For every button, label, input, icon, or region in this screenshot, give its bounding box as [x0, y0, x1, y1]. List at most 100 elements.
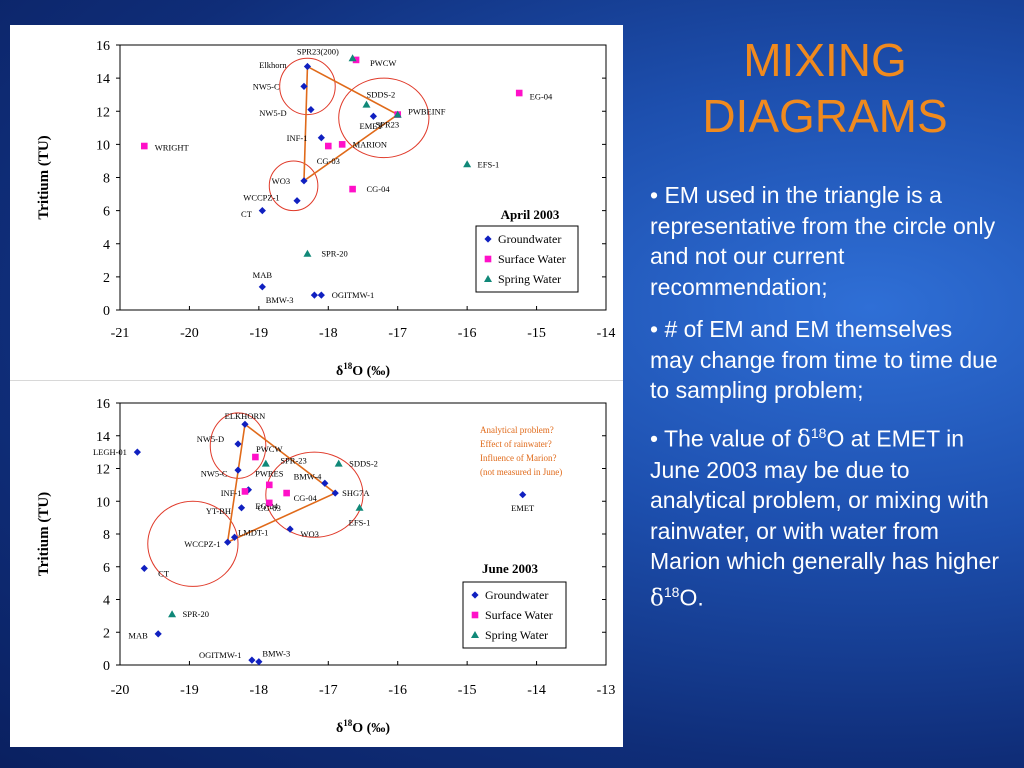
chart-1-point-label: PWCW	[370, 58, 396, 68]
chart-1-legend-marker-1	[484, 235, 492, 243]
chart-2-point-pwcw	[252, 453, 259, 461]
chart-2-point-label: LMDT-1	[238, 527, 268, 537]
chart-2-point-sdds-2	[334, 459, 343, 467]
chart-1-point-pwcw	[352, 56, 360, 64]
chart-1-point-cg-03	[324, 142, 332, 150]
chart-2-legend-label: Surface Water	[485, 608, 553, 622]
chart-2-y-tick-label: 2	[103, 626, 110, 641]
chart-2-y-tick-label: 12	[96, 463, 110, 478]
bullet-list: • EM used in the triangle is a represent…	[650, 180, 1000, 626]
chart-2-point-nw5-c	[234, 466, 242, 474]
chart-2-legend-marker-3	[471, 631, 479, 638]
chart-2-point-cg-03	[265, 499, 273, 507]
chart-2-x-tick-label: -13	[597, 683, 616, 698]
chart-2-x-tick-label: -16	[388, 683, 407, 698]
chart-2-point-bmw-3	[255, 658, 263, 666]
isotope-superscript: 18	[810, 424, 827, 441]
chart-2-y-tick-label: 10	[96, 495, 110, 510]
chart-2-point-label: YT-BH	[206, 506, 231, 516]
chart-2-point-bmw-4	[321, 479, 329, 487]
chart-2-annotation-line: (not measured in June)	[480, 467, 562, 477]
chart-2-point-label: ELKHORN	[225, 411, 266, 421]
chart-1-legend-marker-3	[484, 275, 492, 282]
chart-1-y-tick-label: 4	[103, 238, 110, 253]
chart-1-point-label: MARION	[353, 139, 387, 149]
chart-2-point-label: SHG7A	[342, 488, 370, 498]
chart-2-point-label: SPR-20	[182, 609, 208, 619]
bullet-3-mid: O at EMET in June 2003 may be due to ana…	[650, 425, 1000, 575]
chart-2-y-tick-label: 4	[103, 594, 110, 609]
chart-2-point-label: OGITMW-1	[199, 650, 242, 660]
chart-1-point-inf-1	[317, 134, 325, 142]
chart-2-legend-label: Spring Water	[485, 628, 548, 642]
chart-2-point-label: EMET	[511, 503, 535, 513]
chart-1-point-wright	[141, 142, 148, 150]
chart-2-point-label: CG-03	[258, 503, 281, 513]
chart-2-point-legh-01	[133, 448, 141, 456]
chart-2-endmember-circle-1	[209, 412, 267, 479]
chart-2-point-label: CT	[158, 568, 170, 578]
chart-2-x-tick-label: -19	[180, 683, 199, 698]
chart-1-x-axis-sup: 18	[343, 361, 353, 371]
chart-2-point-pwres	[265, 481, 273, 489]
chart-1-point-label: WRIGHT	[155, 143, 190, 153]
chart-2-y-tick-label: 8	[103, 528, 110, 543]
chart-2-point-label: WO3	[301, 529, 319, 539]
chart-1-point-label: MAB	[253, 270, 273, 280]
chart-1-endmember-circle-2	[338, 77, 430, 159]
chart-2-y-tick-label: 6	[103, 561, 110, 576]
chart-2-point-label: NW5-C	[201, 468, 228, 478]
chart-1-point-mab	[258, 283, 266, 291]
chart-1-point-label: CG-03	[317, 156, 340, 166]
chart-1-point-label: PWBEINF	[408, 106, 446, 116]
delta-symbol: δ	[797, 426, 811, 453]
isotope-superscript-2: 18	[663, 583, 680, 600]
chart-1-point-nw5-c	[300, 82, 308, 91]
chart-2-y-axis-label: Tritium (TU)	[36, 492, 52, 576]
chart-2-annotation-line: Analytical problem?	[480, 425, 554, 435]
chart-1-legend-marker-2	[484, 255, 492, 263]
chart-1-legend-label: Surface Water	[498, 252, 566, 266]
chart-1-point-label: INF-1	[287, 133, 308, 143]
chart-2-x-axis-delta: δ	[336, 721, 343, 736]
chart-2-point-label: INF-1	[221, 488, 242, 498]
chart-2-x-tick-label: -18	[250, 683, 269, 698]
chart-1-point-wccpz-1	[293, 197, 301, 205]
chart-1-title: April 2003	[501, 207, 560, 222]
chart-2-x-axis-rest: O (‰)	[352, 721, 390, 736]
chart-1-point-label: SDDS-2	[366, 90, 395, 100]
chart-1-point-marion	[338, 141, 346, 148]
chart-1-point-bmw-3	[310, 291, 318, 299]
bullet-3: • The value of δ18O at EMET in June 2003…	[650, 418, 1000, 614]
chart-1-point-label: NW5-D	[259, 108, 286, 118]
chart-2-point-eg-04	[241, 488, 249, 495]
chart-2-point-label: LEGH-01	[93, 447, 127, 457]
chart-1-point-label: EFS-1	[478, 159, 500, 169]
chart-2-point-mab	[154, 630, 162, 638]
chart-1-y-tick-label: 8	[103, 172, 110, 187]
chart-2-point-yt-bh	[237, 504, 246, 512]
chart-2-point-spr-20	[168, 610, 177, 618]
chart-1-y-tick-label: 2	[103, 271, 110, 286]
chart-1-point-eg-04	[515, 89, 523, 97]
chart-1-x-tick-label: -17	[388, 326, 407, 341]
chart-2-point-label: MAB	[128, 631, 148, 641]
chart-2-endmember-circle-3	[147, 500, 239, 587]
chart-1-point-label: WO3	[272, 176, 290, 186]
chart-2-point-ogitmw-1	[248, 656, 256, 664]
chart-1-mixing-triangle	[303, 65, 400, 183]
chart-1-y-tick-label: 10	[96, 138, 110, 153]
chart-2-point-nw5-d	[234, 440, 242, 448]
chart-1-point-label: SPR23(200)	[297, 47, 339, 57]
bullet-3-prefix: • The value of	[650, 425, 797, 452]
chart-1-legend-label: Groundwater	[498, 232, 561, 246]
chart-2-x-tick-label: -20	[111, 683, 130, 698]
slide-title: MIXING DIAGRAMS	[640, 32, 1010, 144]
chart-2-title: June 2003	[482, 561, 538, 576]
chart-2-point-emet	[519, 491, 527, 499]
chart-1-point-label: EG-04	[530, 91, 553, 101]
bullet-1: • EM used in the triangle is a represent…	[650, 182, 996, 300]
chart-2-point-ct	[140, 564, 148, 572]
chart-1-point-sdds-2	[362, 100, 371, 108]
